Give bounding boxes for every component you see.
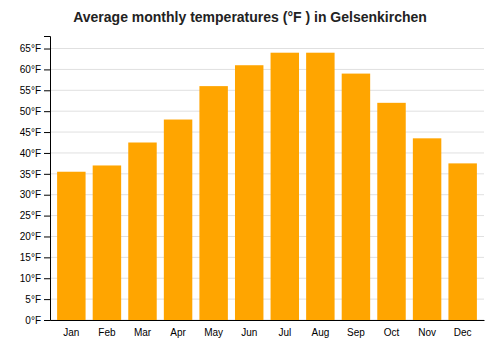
tick-label: Jun: [241, 327, 257, 338]
tick-label: 65°F: [20, 43, 41, 54]
tick-label: Aug: [311, 327, 329, 338]
bar: [271, 53, 299, 320]
tick-label: Nov: [418, 327, 436, 338]
tick: Sep: [347, 327, 365, 338]
tick-label: 40°F: [20, 148, 41, 159]
tick-label: Jan: [63, 327, 79, 338]
bar: [128, 143, 156, 321]
tick: Aug: [311, 327, 329, 338]
tick-mark: [44, 69, 50, 70]
tick-mark: [44, 174, 50, 175]
tick: 35°F: [20, 169, 50, 180]
tick-label: Mar: [134, 327, 152, 338]
grid-line: [50, 90, 484, 91]
bar: [199, 86, 227, 320]
title: Average monthly temperatures (°F ) in Ge…: [73, 9, 427, 25]
tick-mark: [44, 49, 50, 50]
tick-label: Apr: [170, 327, 186, 338]
tick-label: 30°F: [20, 189, 41, 200]
x-axis: Jan Feb Mar Apr May Jun Jul Aug Sep Oct Nov Dec: [51, 321, 485, 339]
tick: 5°F: [25, 294, 50, 305]
tick-mark: [44, 90, 50, 91]
tick: 55°F: [20, 85, 50, 96]
tick-mark: [44, 257, 50, 258]
tick: Oct: [384, 327, 400, 338]
tick-label: Jul: [278, 327, 291, 338]
tick-label: 0°F: [25, 315, 41, 326]
grid-line: [50, 132, 484, 133]
y-axis: 0°F 5°F 10°F 15°F 20°F 25°F 30°F 35°F 40°F 45°F 50…: [20, 37, 51, 326]
tick: Feb: [98, 327, 116, 338]
tick-mark: [44, 320, 50, 321]
tick-mark: [44, 153, 50, 154]
tick: 40°F: [20, 148, 50, 159]
tick-label: 50°F: [20, 106, 41, 117]
tick: May: [204, 327, 223, 338]
tick: 30°F: [20, 189, 50, 200]
tick-mark: [44, 132, 50, 133]
tick: 60°F: [20, 64, 50, 75]
tick: 45°F: [20, 127, 50, 138]
tick-mark: [44, 299, 50, 300]
tick: Nov: [418, 327, 436, 338]
bar: [164, 120, 192, 320]
tick-label: 15°F: [20, 252, 41, 263]
tick-label: 20°F: [20, 231, 41, 242]
tick-mark: [44, 195, 50, 196]
tick-label: 10°F: [20, 273, 41, 284]
bar: [93, 165, 121, 320]
bar: [448, 163, 476, 320]
bar: [377, 103, 405, 320]
bar: [306, 53, 334, 320]
tick-label: 60°F: [20, 64, 41, 75]
grid-line: [50, 69, 484, 70]
tick-label: May: [204, 327, 223, 338]
tick: Mar: [134, 327, 152, 338]
tick: 15°F: [20, 252, 50, 263]
bar: [57, 172, 85, 320]
grid: [50, 49, 484, 320]
tick: Jul: [278, 327, 291, 338]
grid-line: [50, 48, 484, 49]
tick: 65°F: [20, 43, 50, 54]
tick-label: Oct: [384, 327, 400, 338]
tick: Dec: [454, 327, 472, 338]
tick-mark: [44, 236, 50, 237]
axis-line: [51, 320, 485, 321]
tick-label: 45°F: [20, 127, 41, 138]
tick-mark: [44, 278, 50, 279]
chart: 0°F 5°F 10°F 15°F 20°F 25°F 30°F 35°F 40°F 45°F 50…: [0, 0, 500, 350]
tick: 10°F: [20, 273, 50, 284]
tick-label: 5°F: [25, 294, 41, 305]
tick-label: 35°F: [20, 169, 41, 180]
tick-label: Sep: [347, 327, 365, 338]
tick: 0°F: [25, 315, 50, 326]
bars: [57, 53, 477, 320]
tick-mark: [44, 216, 50, 217]
tick: 25°F: [20, 210, 50, 221]
bar: [235, 65, 263, 320]
tick-label: 25°F: [20, 210, 41, 221]
bar: [342, 74, 370, 320]
axis-line: [44, 37, 51, 321]
tick: Apr: [170, 327, 186, 338]
tick: Jan: [63, 327, 79, 338]
tick-mark: [44, 111, 50, 112]
tick-label: Feb: [98, 327, 116, 338]
tick-label: Dec: [454, 327, 472, 338]
tick: Jun: [241, 327, 257, 338]
tick-label: 55°F: [20, 85, 41, 96]
grid-line: [50, 111, 484, 112]
tick: 20°F: [20, 231, 50, 242]
plot-area: 0°F 5°F 10°F 15°F 20°F 25°F 30°F 35°F 40°F 45°F 50…: [20, 37, 485, 339]
tick: 50°F: [20, 106, 50, 117]
bar: [413, 138, 441, 320]
